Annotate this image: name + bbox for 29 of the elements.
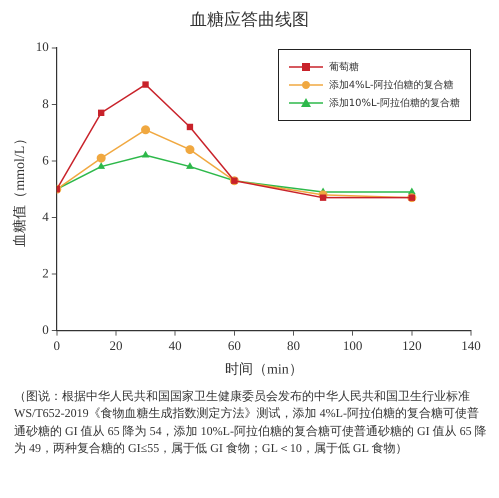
point [320, 194, 326, 201]
x-tick-label: 80 [286, 338, 300, 353]
legend-label: 添加10%L-阿拉伯糖的复合糖 [328, 96, 460, 110]
x-tick-label: 120 [402, 338, 422, 353]
point [185, 145, 194, 154]
x-tick-label: 20 [109, 338, 122, 353]
point [98, 110, 104, 116]
point [96, 154, 106, 163]
y-axis-title: 血糖值（mmol/L） [12, 132, 28, 247]
chart-title: 血糖应答曲线图 [189, 9, 310, 31]
x-tick-label: 140 [461, 338, 481, 353]
y-tick-label: 6 [42, 152, 50, 168]
point [97, 162, 106, 169]
y-tick-label: 2 [42, 265, 49, 280]
y-tick-label: 10 [36, 39, 49, 54]
point [141, 125, 150, 134]
x-tick-label: 60 [228, 338, 241, 353]
text: （图说：根据中华人民共和国国家卫生健康委员会发布的中华人民共和国卫生行业标准WS/T652-2019《食物血糖生成指数测定方法》测试，添加 4%L-阿拉伯糖的复合糖可使普通砂糖的 GI 值从 65 降为 54，添加 10%L-阿拉伯糖的复合糖可使普通砂糖的 GI 值从 65 降为 49，两种复合糖的 GI≤55，属于低 GI 食物；GL＜10，属于低 GL 食物） [14, 388, 487, 458]
x-tick-label: 40 [168, 338, 182, 353]
legend-label: 葡萄糖 [328, 60, 359, 74]
y-tick-label: 0 [42, 322, 49, 338]
y-tick-label: 8 [42, 96, 49, 111]
point [142, 150, 150, 158]
y-tick-label: 4 [42, 208, 50, 224]
x-tick-label: 100 [342, 338, 362, 353]
legend-label: 添加4%L-阿拉伯糖的复合糖 [328, 78, 454, 92]
x-axis-title: 时间（min） [225, 361, 303, 378]
point [186, 162, 194, 169]
x-tick-label: 0 [54, 338, 60, 353]
